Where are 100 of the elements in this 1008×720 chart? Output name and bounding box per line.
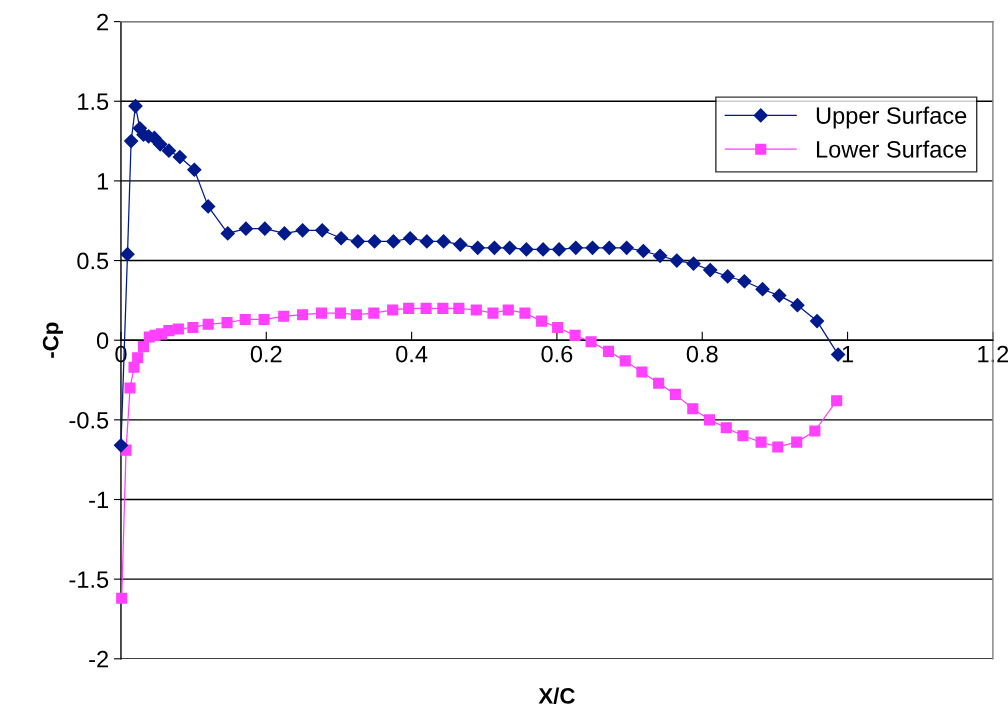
point: [809, 425, 821, 437]
x-tick-label: 0.6: [541, 345, 573, 363]
point: [278, 310, 290, 322]
x-tick-label: 1: [842, 345, 853, 363]
point: [772, 288, 787, 303]
point: [536, 315, 548, 327]
point: [686, 256, 701, 271]
point: [120, 247, 135, 262]
point: [568, 240, 583, 255]
point: [536, 242, 551, 257]
point: [791, 436, 803, 448]
point: [368, 307, 380, 319]
point: [653, 248, 668, 263]
point: [221, 317, 233, 329]
point: [703, 414, 716, 426]
y-tick-label: -1.5: [69, 571, 109, 588]
point: [202, 318, 214, 330]
point: [334, 231, 349, 246]
point: [113, 438, 129, 453]
point: [315, 307, 328, 319]
point: [420, 302, 432, 314]
point: [132, 352, 144, 364]
point: [487, 307, 499, 319]
point: [502, 240, 517, 255]
point: [619, 355, 631, 367]
point: [636, 366, 648, 378]
point: [436, 234, 451, 249]
point: [161, 143, 176, 158]
point: [403, 302, 415, 314]
point: [239, 313, 251, 326]
point: [116, 592, 128, 604]
y-tick-label: -1: [89, 491, 108, 509]
x-tick-label: 1.2: [978, 345, 1008, 363]
point: [437, 302, 449, 314]
point: [772, 441, 784, 453]
x-tick-label: 0.4: [396, 345, 428, 363]
point: [552, 321, 564, 334]
point: [350, 309, 362, 321]
point: [257, 221, 272, 236]
y-axis-title: -Cp: [42, 322, 63, 358]
point: [720, 269, 735, 284]
point: [367, 234, 382, 249]
point: [315, 223, 330, 238]
point: [755, 436, 767, 448]
point: [720, 422, 732, 434]
point: [128, 98, 143, 114]
point: [636, 243, 651, 259]
x-axis-title: X/C: [538, 687, 575, 705]
point: [687, 403, 699, 415]
point: [124, 133, 139, 149]
point: [602, 345, 615, 357]
x-tick-label: 0.2: [250, 345, 282, 363]
point: [453, 302, 465, 314]
point: [487, 240, 502, 255]
y-tick-label: -0.5: [69, 411, 109, 429]
point: [669, 253, 684, 268]
point: [585, 336, 597, 348]
point: [238, 221, 254, 236]
point: [585, 240, 600, 255]
point: [258, 313, 270, 326]
point: [187, 162, 202, 177]
point: [519, 307, 531, 319]
point: [755, 282, 770, 297]
point: [703, 263, 718, 278]
point: [137, 341, 150, 353]
point: [124, 382, 136, 394]
point: [737, 274, 752, 289]
point: [350, 234, 365, 249]
point: [153, 137, 168, 152]
point: [172, 149, 187, 165]
point: [386, 234, 401, 249]
point: [737, 430, 749, 442]
point: [419, 234, 434, 249]
y-tick-label: -2: [89, 650, 108, 668]
y-tick-label: 1: [97, 173, 108, 190]
point: [128, 361, 140, 373]
point: [502, 304, 514, 316]
point: [470, 240, 485, 255]
point: [653, 377, 665, 389]
point: [453, 237, 468, 252]
legend-label: Lower Surface: [816, 140, 967, 158]
point: [220, 226, 235, 241]
x-tick-label: 0.8: [686, 345, 718, 363]
point: [552, 242, 567, 257]
point: [201, 199, 216, 214]
y-tick-label: 0.5: [77, 252, 109, 270]
point: [669, 388, 681, 400]
point: [831, 395, 843, 407]
point: [619, 240, 634, 255]
point: [470, 304, 482, 316]
point: [163, 325, 175, 337]
point: [403, 231, 418, 246]
point: [297, 309, 309, 321]
point: [387, 304, 399, 316]
point: [295, 223, 310, 238]
point: [172, 323, 184, 335]
point: [519, 242, 534, 257]
point: [809, 314, 825, 329]
y-tick-label: 2: [97, 13, 108, 31]
point: [334, 307, 346, 319]
